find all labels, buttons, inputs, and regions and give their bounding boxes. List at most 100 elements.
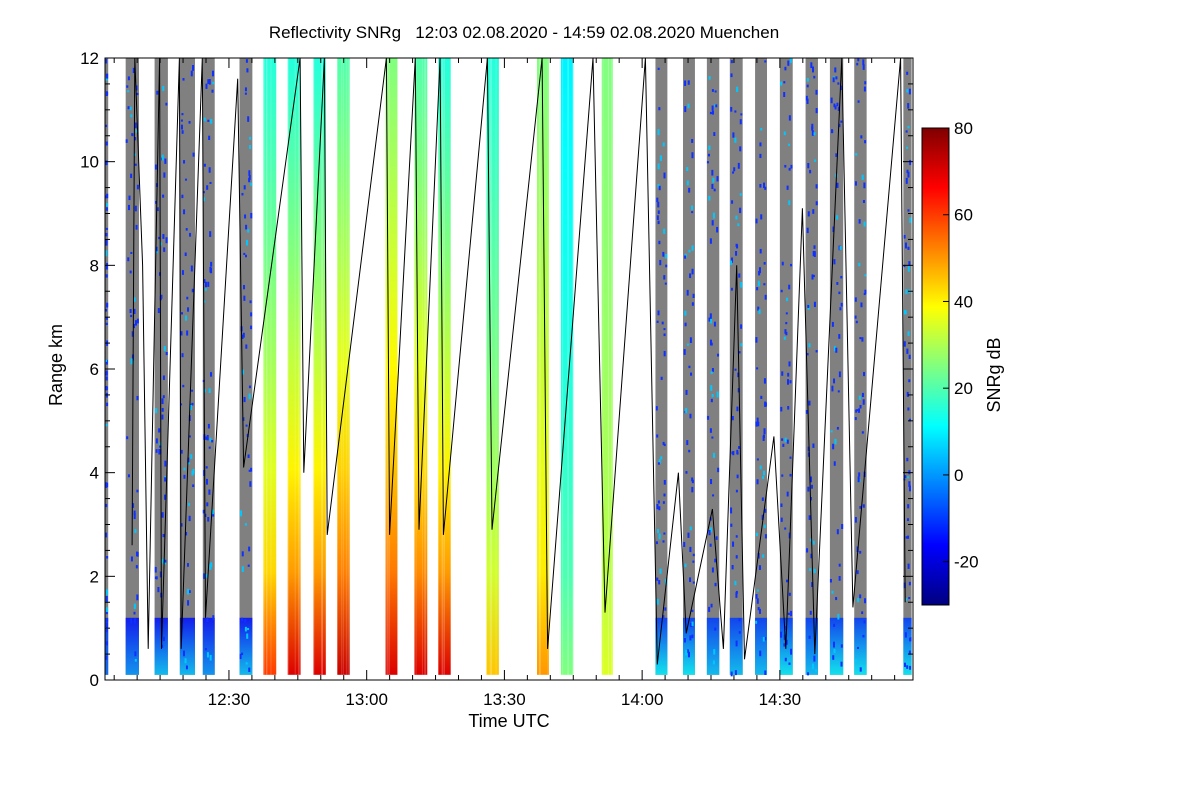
band-speckle [656, 434, 659, 438]
band-speckle [909, 665, 912, 670]
band-speckle [691, 609, 694, 613]
band-speckle [735, 535, 738, 538]
band-speckle [663, 172, 666, 179]
band-speckle [207, 281, 210, 287]
band-speckle [908, 650, 911, 655]
band-speckle [807, 486, 810, 492]
band-speckle [756, 417, 759, 423]
band-noise-background [903, 58, 912, 675]
band-speckle [713, 649, 716, 655]
band-speckle [837, 106, 840, 111]
band-speckle [840, 275, 843, 279]
band-speckle [854, 181, 857, 186]
band-speckle [759, 650, 762, 657]
band-speckle [837, 613, 840, 620]
y-tick-label: 2 [90, 567, 99, 586]
band-streak [495, 58, 497, 675]
band-speckle [180, 124, 183, 130]
band-speckle [812, 209, 815, 214]
band-speckle [904, 662, 907, 667]
band-speckle [243, 295, 246, 301]
band-speckle [686, 649, 689, 653]
band-speckle [838, 123, 841, 128]
band-speckle [128, 204, 131, 211]
band-speckle [710, 371, 713, 374]
band-speckle [164, 559, 167, 563]
band-streak [602, 58, 604, 675]
band-speckle [756, 458, 759, 461]
band-speckle [212, 615, 215, 621]
band-speckle [657, 220, 660, 225]
band-speckle [833, 461, 836, 466]
band-speckle [859, 404, 862, 409]
band-speckle [183, 474, 186, 479]
band-speckle [755, 594, 758, 599]
band-speckle [857, 476, 860, 483]
band-speckle [203, 279, 206, 283]
band-speckle [248, 170, 251, 176]
band-speckle [241, 566, 244, 573]
data-band [287, 58, 301, 675]
band-speckle [836, 529, 839, 535]
band-speckle [905, 177, 908, 184]
band-speckle [155, 246, 158, 252]
band-speckle [864, 289, 867, 294]
band-speckle [736, 86, 739, 93]
band-noise-background [154, 58, 168, 675]
band-speckle [136, 92, 139, 96]
band-speckle [155, 438, 158, 444]
band-speckle [659, 259, 662, 266]
band-speckle [787, 612, 790, 616]
band-echo-low [903, 617, 912, 675]
band-speckle [832, 641, 835, 648]
band-speckle [158, 236, 161, 240]
band-speckle [907, 476, 910, 479]
band-speckle [185, 228, 188, 231]
data-band [179, 58, 195, 675]
band-speckle [735, 489, 738, 493]
band-speckle [715, 104, 718, 108]
band-speckle [211, 439, 214, 443]
band-echo-low [655, 617, 668, 675]
band-speckle [861, 392, 864, 398]
band-speckle [808, 343, 811, 348]
band-speckle [735, 555, 738, 559]
band-speckle [204, 288, 207, 291]
band-speckle [708, 529, 711, 536]
band-speckle [688, 249, 691, 253]
band-speckle [711, 169, 714, 176]
band-speckle [857, 58, 860, 62]
y-axis-label: Range km [46, 324, 66, 406]
band-speckle [784, 657, 787, 662]
band-speckle [691, 268, 694, 275]
band-speckle [807, 162, 810, 169]
band-speckle [248, 393, 251, 400]
band-speckle [157, 307, 160, 314]
band-speckle [689, 546, 692, 553]
band-speckle [688, 365, 691, 369]
band-speckle [657, 210, 660, 214]
band-speckle [692, 293, 695, 298]
boundary-line [131, 58, 906, 665]
band-speckle [835, 76, 838, 80]
band-speckle [708, 606, 711, 612]
band-speckle [247, 564, 250, 567]
band-speckle [211, 509, 214, 515]
band-speckle [907, 394, 910, 397]
band-speckle [908, 418, 911, 422]
band-speckle [790, 263, 793, 267]
band-speckle [783, 131, 786, 136]
band-speckle [780, 289, 783, 293]
band-speckle [835, 347, 838, 353]
band-streak [270, 58, 272, 675]
band-speckle [208, 446, 211, 449]
band-streak [443, 58, 445, 675]
band-speckle [182, 78, 185, 81]
band-speckle [189, 404, 192, 411]
band-speckle [784, 437, 787, 443]
band-speckle [862, 399, 865, 405]
band-speckle [813, 568, 816, 574]
band-speckle [134, 659, 137, 662]
band-speckle [738, 618, 741, 622]
band-speckle [762, 476, 765, 479]
